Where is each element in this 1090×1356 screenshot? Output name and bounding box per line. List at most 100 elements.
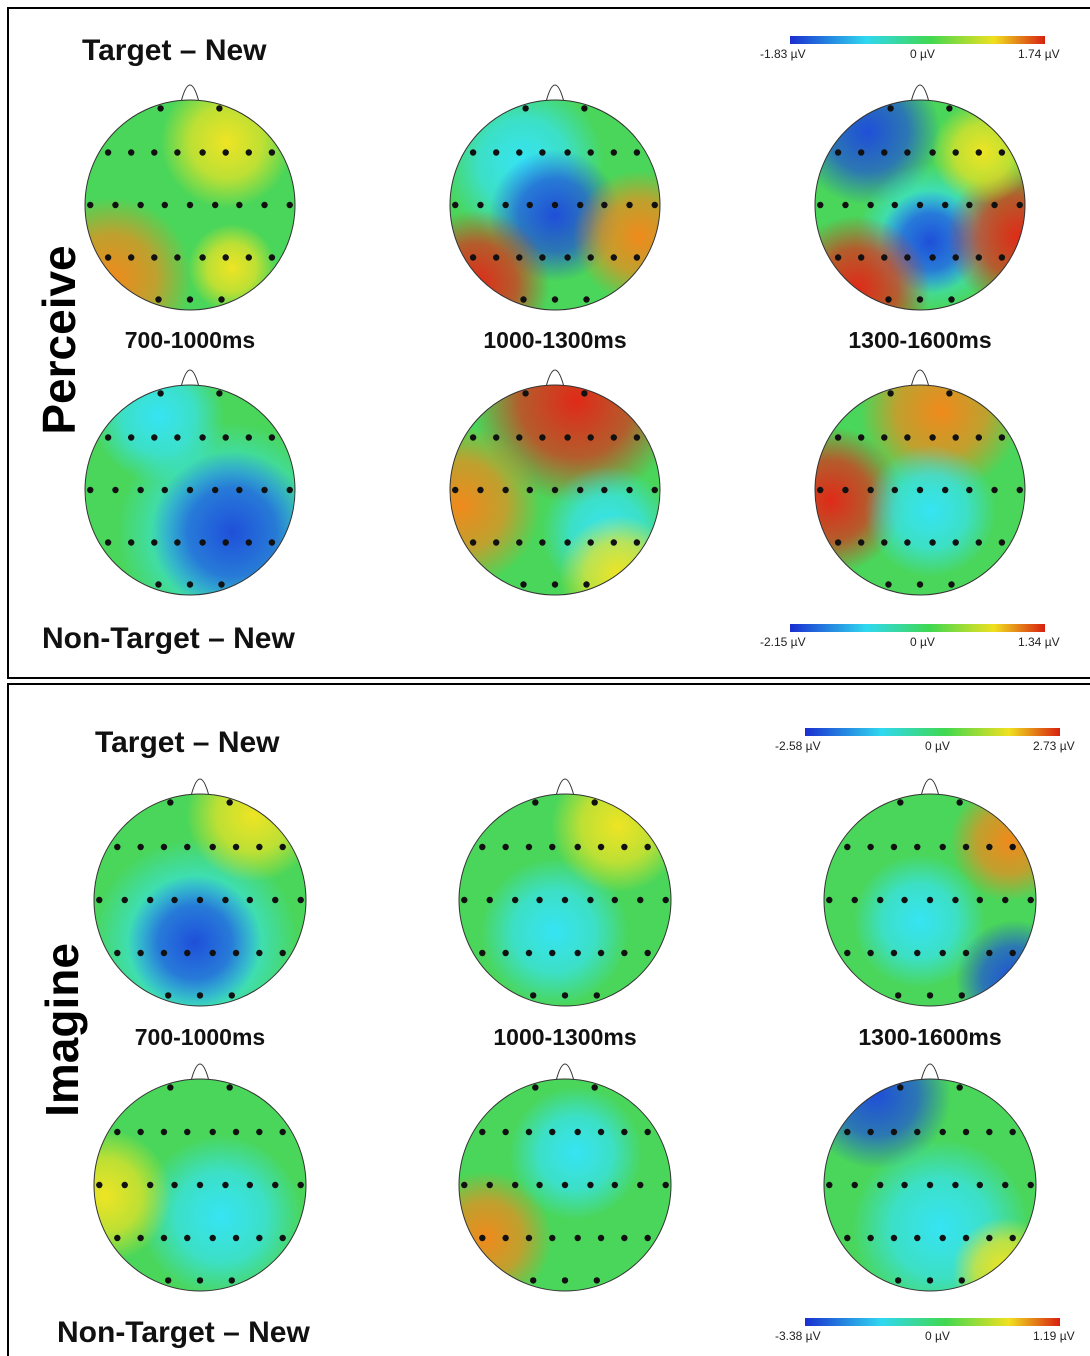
electrode xyxy=(610,434,617,441)
electrode xyxy=(621,1234,628,1242)
electrode xyxy=(939,1234,946,1242)
electrode xyxy=(1009,1128,1016,1136)
electrode xyxy=(564,434,571,441)
electrode xyxy=(929,254,936,261)
row-label: Imagine xyxy=(36,943,88,1117)
electrode xyxy=(858,149,865,156)
electrode xyxy=(525,843,533,851)
electrode xyxy=(279,949,286,957)
electrode xyxy=(867,843,874,851)
electrode xyxy=(621,949,628,957)
electrode xyxy=(520,296,527,303)
electrode xyxy=(87,486,94,494)
electrode xyxy=(644,843,651,851)
electrode xyxy=(174,149,181,156)
scalp-outline xyxy=(823,1078,1037,1292)
electrode xyxy=(526,201,533,209)
electrode xyxy=(268,254,276,261)
electrode xyxy=(958,1277,965,1284)
electrode xyxy=(891,486,898,494)
electrode xyxy=(587,254,594,261)
electrode xyxy=(633,149,641,156)
electrode xyxy=(633,434,641,441)
electrode xyxy=(112,201,119,209)
electrode xyxy=(209,949,216,957)
electrode xyxy=(881,254,888,261)
electrode xyxy=(587,434,594,441)
electrode xyxy=(165,992,172,999)
potential-blob xyxy=(955,920,1036,1006)
time-window: 1300-1600ms xyxy=(848,327,991,353)
electrode xyxy=(502,1128,509,1136)
electrode xyxy=(469,254,477,261)
electrode xyxy=(128,434,135,441)
topomap xyxy=(814,369,1026,596)
electrode xyxy=(160,843,168,851)
electrode xyxy=(637,896,644,904)
electrode xyxy=(998,539,1006,546)
electrode xyxy=(842,486,849,494)
row-label: Perceive xyxy=(33,245,85,434)
electrode xyxy=(904,149,911,156)
electrode xyxy=(587,896,594,904)
electrode xyxy=(564,149,571,156)
potential-blob xyxy=(139,1135,303,1291)
electrode xyxy=(104,539,112,546)
electrode xyxy=(939,949,946,957)
electrode xyxy=(196,896,204,904)
electrode xyxy=(479,1128,486,1136)
electrode xyxy=(232,1234,240,1242)
potential-blob xyxy=(187,223,277,310)
electrode xyxy=(916,296,924,303)
electrode xyxy=(881,434,888,441)
electrode xyxy=(914,949,921,957)
electrode xyxy=(1009,1234,1016,1242)
electrode xyxy=(128,254,135,261)
electrode xyxy=(536,1181,543,1189)
electrode xyxy=(858,539,865,546)
electrode xyxy=(228,992,235,999)
topomap xyxy=(84,369,296,596)
electrode xyxy=(516,434,523,441)
potential-blob xyxy=(572,170,660,303)
electrode xyxy=(114,1234,121,1242)
panel-frame xyxy=(7,683,1090,1356)
electrode xyxy=(96,896,103,904)
electrode xyxy=(897,1084,904,1091)
electrode xyxy=(212,486,219,494)
electrode xyxy=(104,149,112,156)
electrode xyxy=(137,486,144,494)
electrode xyxy=(222,434,229,441)
electrode xyxy=(998,254,1006,261)
electrode xyxy=(137,843,144,851)
electrode xyxy=(1002,896,1009,904)
electrode xyxy=(651,201,658,209)
scale-min: -2.15 µV xyxy=(760,635,806,649)
electrode xyxy=(842,201,849,209)
electrode xyxy=(551,581,559,588)
electrode xyxy=(946,105,953,112)
electrode xyxy=(539,254,546,261)
electrode xyxy=(216,105,223,112)
electrode xyxy=(184,1128,191,1136)
electrode xyxy=(901,896,908,904)
electrode xyxy=(461,896,468,904)
electrode xyxy=(186,296,194,303)
electrode xyxy=(976,896,984,904)
electrode xyxy=(577,486,584,494)
electrode xyxy=(601,486,608,494)
electrode xyxy=(826,1181,833,1189)
electrode xyxy=(212,201,219,209)
topomap xyxy=(93,1063,307,1292)
electrode xyxy=(245,254,252,261)
electrode xyxy=(926,1277,934,1284)
electrode xyxy=(662,896,669,904)
electrode xyxy=(160,1128,168,1136)
electrode xyxy=(104,434,112,441)
electrode xyxy=(520,581,527,588)
electrode xyxy=(881,149,888,156)
potential-blob xyxy=(160,100,293,209)
electrode xyxy=(272,1181,279,1189)
electrode xyxy=(157,105,164,112)
electrode xyxy=(581,390,588,397)
